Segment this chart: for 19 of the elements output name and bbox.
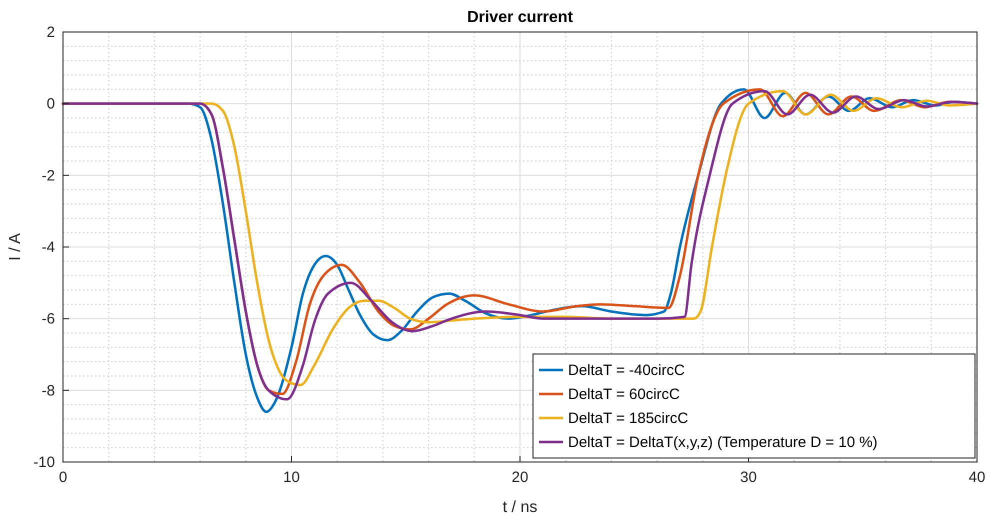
legend-label: DeltaT = 185circC [568, 410, 688, 427]
x-axis-title: t / ns [502, 499, 538, 516]
y-tick-label: -6 [42, 310, 55, 328]
y-tick-label: 0 [46, 96, 55, 113]
chart-title: Driver current [467, 9, 574, 26]
y-tick-label: -4 [42, 239, 55, 256]
legend-label: DeltaT = 60circC [568, 386, 680, 403]
legend-label: DeltaT = -40circC [568, 362, 686, 379]
x-tick-label: 30 [740, 469, 757, 486]
y-tick-label: -2 [42, 167, 55, 184]
y-tick-label: -10 [33, 454, 55, 471]
legend-label: DeltaT = DeltaT(x,y,z) (Temperature D = 10 %) [568, 434, 878, 451]
y-axis-title: I / A [7, 232, 24, 261]
x-tick-label: 40 [968, 469, 986, 486]
x-tick-label: 10 [283, 469, 300, 486]
x-tick-label: 20 [512, 469, 528, 486]
y-tick-label: 2 [46, 24, 55, 41]
y-tick-label: -8 [42, 382, 55, 400]
x-tick-label: 0 [58, 469, 68, 486]
